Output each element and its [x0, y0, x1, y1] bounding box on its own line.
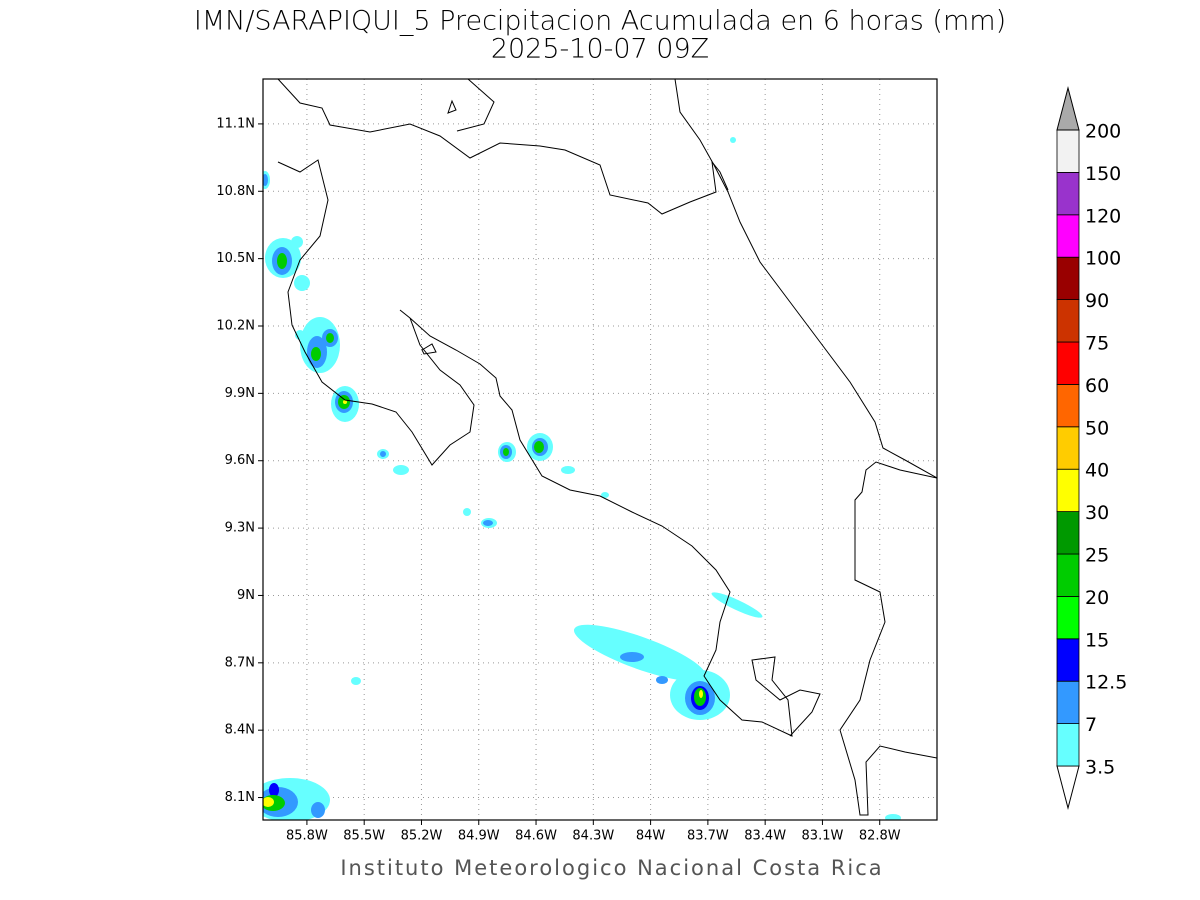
colorbar-box	[1056, 341, 1080, 385]
footer: Instituto Meteorologico Nacional Costa R…	[340, 856, 883, 880]
x-tick-label: 83.7W	[687, 829, 729, 844]
colorbar-box	[1056, 680, 1080, 725]
precip-field	[263, 79, 937, 820]
colorbar-box	[1056, 596, 1080, 640]
colorbar-box	[1056, 299, 1080, 343]
y-tick-label: 10.2N	[216, 319, 255, 334]
colorbar-box	[1056, 256, 1080, 301]
y-tick-label: 8.4N	[225, 723, 255, 738]
colorbar-box	[1056, 383, 1080, 428]
x-tick-label: 82.8W	[859, 829, 901, 844]
colorbar-box	[1056, 468, 1080, 513]
colorbar-label: 100	[1085, 248, 1121, 270]
y-tick-label: 10.5N	[216, 251, 255, 266]
x-tick-label: 83.1W	[802, 829, 844, 844]
x-tick-label: 85.8W	[286, 829, 328, 844]
x-tick-label: 84.6W	[515, 829, 557, 844]
x-tick-label: 85.2W	[401, 829, 443, 844]
y-tick-label: 8.7N	[225, 655, 255, 670]
x-tick-label: 84.9W	[458, 829, 500, 844]
colorbar-label: 120	[1085, 205, 1121, 227]
y-tick-label: 9N	[237, 588, 255, 603]
colorbar-box	[1056, 129, 1080, 173]
y-tick-label: 9.6N	[225, 453, 255, 468]
colorbar-label: 12.5	[1085, 672, 1127, 694]
colorbar-label: 90	[1085, 290, 1109, 312]
colorbar-box	[1056, 723, 1080, 767]
x-tick-label: 84W	[636, 829, 666, 844]
colorbar-label: 150	[1085, 163, 1121, 185]
x-tick-label: 85.5W	[343, 829, 385, 844]
colorbar-label: 75	[1085, 333, 1109, 355]
colorbar: 3.5 7 12.5 15 20 25 30 40 50 60 75 90 100 120 150 200	[1056, 86, 1127, 810]
y-tick-label: 11.1N	[216, 116, 255, 131]
y-tick-label: 10.8N	[216, 184, 255, 199]
colorbar-label: 30	[1085, 502, 1109, 524]
colorbar-box	[1056, 426, 1080, 470]
colorbar-box	[1056, 553, 1080, 597]
colorbar-under	[1056, 765, 1080, 810]
colorbar-label: 40	[1085, 460, 1109, 482]
colorbar-label: 3.5	[1085, 757, 1115, 779]
colorbar-label: 15	[1085, 629, 1109, 651]
colorbar-label: 20	[1085, 587, 1109, 609]
grid	[263, 79, 937, 820]
x-tick-label: 84.3W	[572, 829, 614, 844]
y-tick-label: 8.1N	[225, 790, 255, 805]
colorbar-label: 7	[1085, 714, 1097, 736]
subtitle: 2025-10-07 09Z	[491, 34, 709, 65]
colorbar-box	[1056, 214, 1080, 258]
colorbar-box	[1056, 511, 1080, 555]
y-tick-label: 9.9N	[225, 386, 255, 401]
colorbar-label: 200	[1085, 121, 1121, 143]
colorbar-label: 25	[1085, 545, 1109, 567]
title: IMN/SARAPIQUI_5 Precipitacion Acumulada …	[194, 6, 1006, 37]
colorbar-box	[1056, 171, 1080, 216]
colorbar-label: 50	[1085, 417, 1109, 439]
colorbar-over	[1056, 86, 1080, 131]
x-tick-label: 83.4W	[744, 829, 786, 844]
map-frame	[262, 78, 938, 821]
colorbar-label: 60	[1085, 375, 1109, 397]
colorbar-box	[1056, 638, 1080, 682]
y-tick-label: 9.3N	[225, 521, 255, 536]
